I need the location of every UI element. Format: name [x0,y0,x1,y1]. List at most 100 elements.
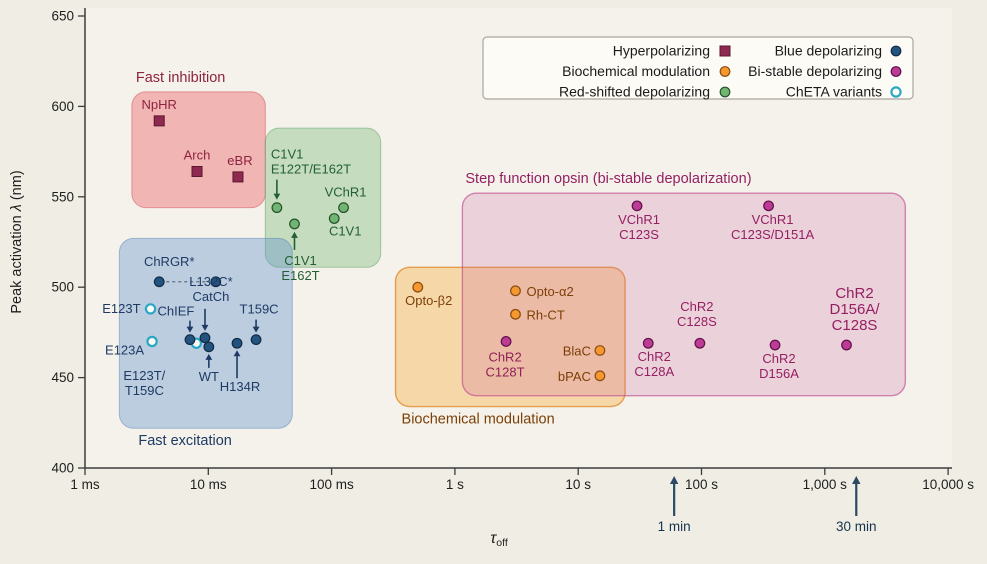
arrow-H134R-head [233,350,241,357]
point-C1V1 [328,213,340,224]
point-label-bPAC: bPAC [558,369,591,384]
point-VChR1-C123S-D151A [763,200,774,212]
x-tick-label: 10,000 s [922,477,974,492]
point-label-NpHR: NpHR [142,97,177,112]
legend-marker-red-shifted-depolarizing [719,86,731,98]
point-ChIEF [184,334,196,346]
x-axis-title: τoff [490,530,508,549]
point-eBR [232,171,244,183]
point-label-C1V1-E162T-line2: E162T [281,268,319,283]
x-tick-label: 10 s [565,477,591,492]
legend-marker-blue-depolarizing [890,45,902,57]
point-label-BlaC: BlaC [563,343,591,358]
point-label-C1V1-E122T-E162T-line2: E122T/E162T [271,162,351,177]
point-Rh-CT [510,308,521,320]
annotation-label-1-min: 1 min [658,519,691,534]
region-label-fast-excitation: Fast excitation [138,433,232,449]
legend-label-hyperpolarizing: Hyperpolarizing [613,43,710,59]
point-label-VChR1-C123S-D151A-line2: C123S/D151A [731,227,814,242]
point-VChR1 [338,202,349,214]
point-label-C1V1-E162T-line1: C1V1 [284,253,317,268]
point-label-Opto-beta2: Opto-β2 [405,293,452,308]
y-axis-title: Peak activation λ (nm) [9,170,25,313]
point-ChRGR-range-end [210,276,222,288]
x-tick-label: 100 ms [309,477,354,492]
point-label-Rh-CT: Rh-CT [526,307,564,322]
point-label-E123T: E123T [102,301,140,316]
legend-box [482,36,914,100]
point-ChR2-C128A [642,337,654,349]
point-label-VChR1: VChR1 [325,185,367,200]
point-label-VChR1-C123S-line1: VChR1 [618,212,660,227]
point-label-ChR2-D156A-C128S-line3: C128S [832,317,878,334]
y-tick-label: 450 [51,370,74,385]
legend-marker-biochemical-modulation [719,66,731,77]
point-label-ChR2-C128A-line2: C128A [634,364,674,379]
point-label-VChR1-C123S-D151A-line1: VChR1 [752,212,794,227]
annotation-arrowhead-1-min [669,476,679,484]
x-tick-label: 1,000 s [803,477,848,492]
point-E123T [144,303,157,315]
legend-label-red-shifted-depolarizing: Red-shifted depolarizing [559,84,710,100]
region-biochemical-modulation [394,266,626,408]
point-BlaC [594,345,606,356]
point-Opto-alpha2 [510,285,521,297]
annotation-label-30-min: 30 min [836,519,877,534]
point-label-ChR2-D156A-C128S-line2: D156A/ [829,301,880,318]
arrow-C1V1-E122T-E162T-head [273,193,281,200]
point-label-eBR: eBR [227,153,252,168]
y-tick-label: 500 [51,280,74,295]
x-tick-label: 1 ms [70,477,100,492]
point-label-E123T-T159C-line2: T159C [125,383,164,398]
point-label-ChR2-D156A-line1: ChR2 [762,351,795,366]
point-label-T159C: T159C [240,302,279,317]
point-ChR2-D156A [769,339,781,351]
y-tick-label: 600 [51,99,74,114]
point-label-ChR2-D156A-C128S-line1: ChR2 [835,285,873,302]
point-Opto-beta2 [412,281,424,293]
point-VChR1-C123S [631,200,643,212]
y-tick-label: 550 [51,189,74,204]
point-WT [203,341,215,353]
point-label-ChR2-C128S-line1: ChR2 [680,299,713,314]
point-label-C1V1: C1V1 [329,223,362,238]
point-bPAC [594,370,606,382]
point-ChR2-C128T [500,336,512,347]
point-label-ChR2-C128S-line2: C128S [677,314,717,329]
point-NpHR [153,115,165,127]
region-step-function-opsin [461,192,907,397]
legend-label-biochemical-modulation: Biochemical modulation [562,63,710,79]
point-label-E123T-T159C-line1: E123T/ [123,368,165,383]
region-label-biochemical-modulation: Biochemical modulation [402,412,555,428]
point-ChR2-C128S [694,337,706,349]
point-label-ChR2-C128A-line1: ChR2 [638,349,671,364]
point-Arch [191,165,203,177]
arrow-T159C-head [252,326,260,333]
point-label-WT: WT [199,369,219,384]
legend-marker-hyperpolarizing [719,45,731,57]
x-tick-label: 10 ms [190,477,227,492]
point-label-E123A: E123A [105,342,144,357]
point-ChRGR [153,276,165,288]
point-ChR2-D156A-C128S [841,339,852,351]
point-label-Arch: Arch [184,147,211,162]
point-CatCh-L132C [199,332,211,344]
point-label-ChIEF: ChIEF [158,304,195,319]
point-H134R [231,337,243,349]
point-label-ChRGR: ChRGR* [144,254,195,269]
point-label-ChR2-C128T-line2: C128T [486,364,525,379]
point-label-ChR2-C128T-line1: ChR2 [488,349,521,364]
arrow-C1V1-E162T-head [291,231,298,238]
legend-marker-bi-stable-depolarizing [890,66,902,77]
arrow-CatCh-L132C-head [201,324,209,331]
legend-marker-cheta-variants [890,86,902,98]
point-label-C1V1-E122T-E162T-line1: C1V1 [271,147,304,162]
point-label-CatCh-L132C-line2: CatCh [193,289,230,304]
x-tick-label: 100 s [685,477,718,492]
point-label-Opto-alpha2: Opto-α2 [526,284,573,299]
point-C1V1-E162T [289,218,300,230]
point-T159C [250,334,262,346]
legend-label-cheta-variants: ChETA variants [786,84,882,100]
